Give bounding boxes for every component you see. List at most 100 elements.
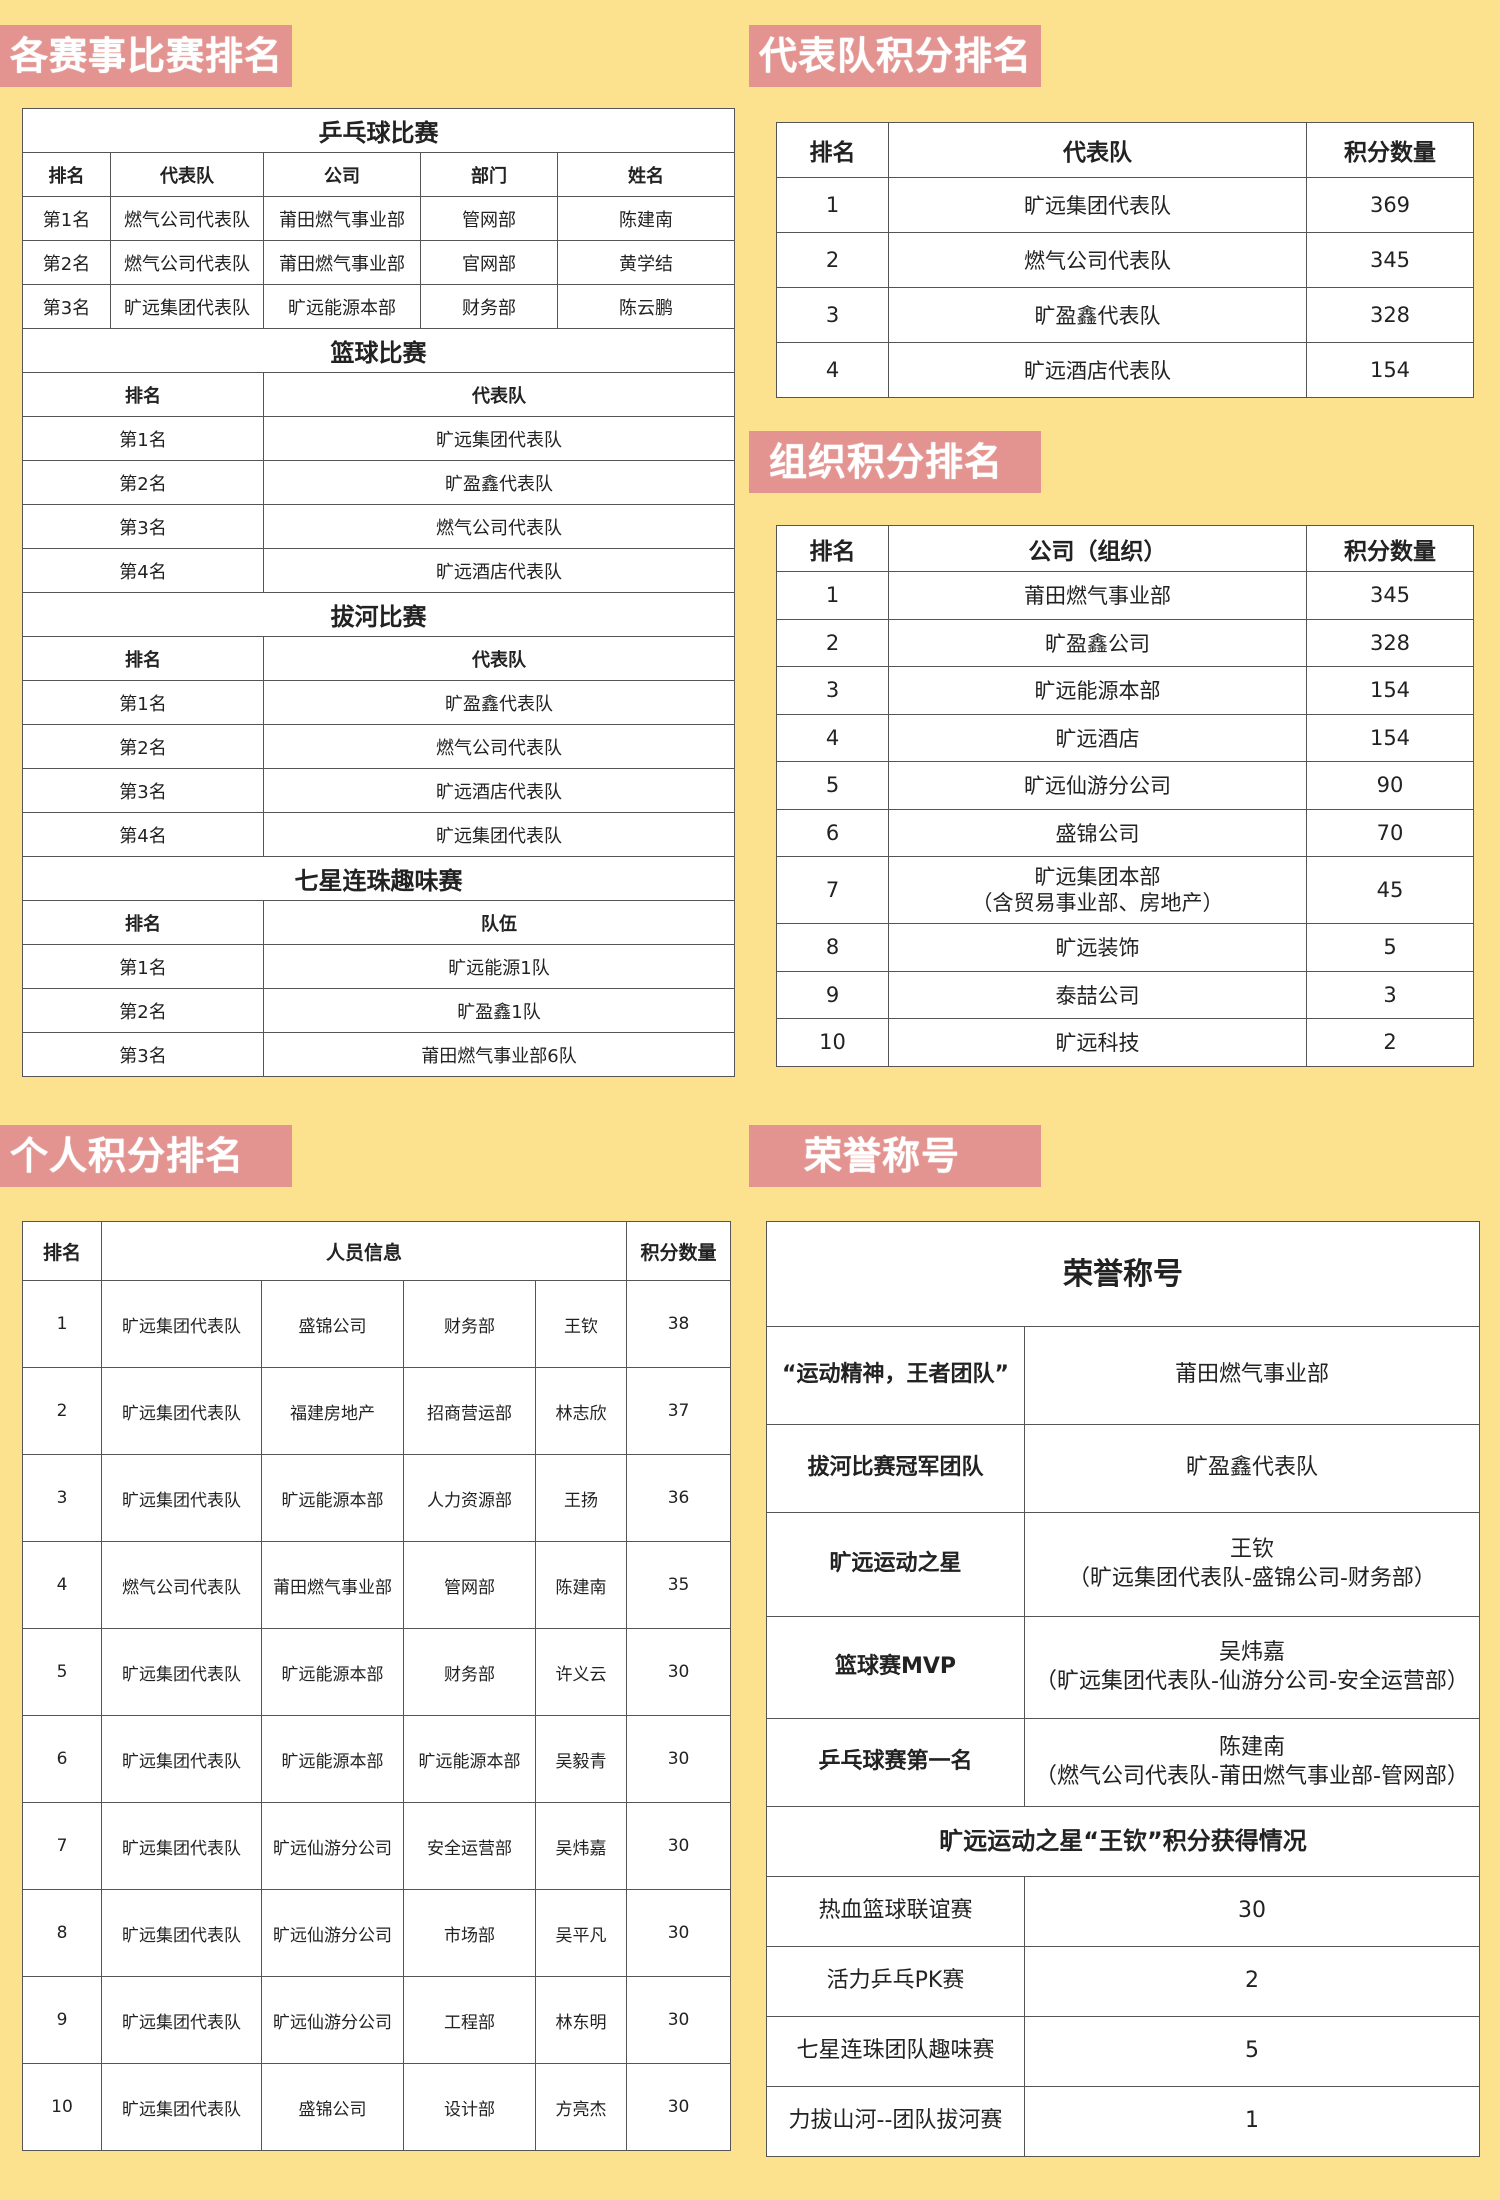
section-heading-teams: 代表队积分排名: [749, 25, 1041, 87]
column-header: 部门: [420, 152, 558, 197]
value-cell: 旷盈鑫代表队: [263, 460, 735, 505]
title-row: 荣誉称号: [766, 1221, 1480, 1327]
competition-name: 热血篮球联谊赛: [766, 1876, 1025, 1947]
rank-cell: 第3名: [22, 504, 264, 549]
points-cell: 369: [1306, 177, 1474, 233]
name-cell: 旷远酒店代表队: [888, 342, 1307, 398]
value-cell: 燃气公司代表队: [110, 196, 264, 241]
table-row: 第4名 旷远集团代表队: [22, 812, 735, 857]
points-cell: 345: [1306, 571, 1474, 620]
company-cell: 盛锦公司: [261, 2063, 404, 2151]
honor-row: 乒乓球赛第一名 陈建南 （燃气公司代表队-莆田燃气事业部-管网部）: [766, 1718, 1480, 1807]
value-cell: 旷远集团代表队: [110, 284, 264, 329]
honor-row: 旷远运动之星 王钦 （旷远集团代表队-盛锦公司-财务部）: [766, 1512, 1480, 1617]
name-cell: 旷远酒店: [888, 713, 1307, 762]
rank-cell: 第2名: [22, 460, 264, 505]
table-row: 4 旷远酒店 154: [776, 713, 1474, 762]
table-row: 1 旷远集团代表队 盛锦公司 财务部 王钦 38: [22, 1280, 732, 1368]
points-cell: 70: [1306, 808, 1474, 857]
table-row: 8 旷远装饰 5: [776, 923, 1474, 972]
company-cell: 福建房地产: [261, 1367, 404, 1455]
table-row: 第2名 燃气公司代表队: [22, 724, 735, 769]
rank-cell: 6: [22, 1715, 102, 1803]
table-row: 第1名 旷远集团代表队: [22, 416, 735, 461]
team-cell: 旷远集团代表队: [101, 1802, 262, 1890]
company-cell: 旷远仙游分公司: [261, 1976, 404, 2064]
event-title: 篮球比赛: [22, 328, 735, 373]
event-rankings-table: 乒乓球比赛 排名 代表队 公司 部门 姓名 第1名 燃气公司代表队 莆田燃气事业部 管网部 陈建南第…: [22, 108, 735, 1077]
points-cell: 3: [1306, 970, 1474, 1019]
table-row: 2 旷盈鑫公司 328: [776, 618, 1474, 667]
honor-name: 拔河比赛冠军团队: [766, 1424, 1025, 1513]
name-cell: 旷远集团本部 （含贸易事业部、房地产）: [888, 856, 1307, 924]
rank-cell: 7: [776, 856, 889, 924]
value-cell: 陈云鹏: [557, 284, 735, 329]
recipient-line: 莆田燃气事业部: [1174, 1362, 1329, 1388]
points-value: 2: [1024, 1946, 1480, 2017]
rank-cell: 第1名: [22, 416, 264, 461]
rank-cell: 第3名: [22, 1032, 264, 1077]
table-row: 第2名 燃气公司代表队 莆田燃气事业部 官网部 黄学结: [22, 240, 735, 285]
points-cell: 154: [1306, 342, 1474, 398]
recipient-line: 陈建南: [1218, 1734, 1285, 1760]
points-cell: 35: [626, 1541, 732, 1629]
rank-cell: 第3名: [22, 768, 264, 813]
rank-cell: 第3名: [22, 284, 111, 329]
table-row: 第3名 旷远集团代表队 旷远能源本部 财务部 陈云鹏: [22, 284, 735, 329]
event-title-row: 乒乓球比赛: [22, 108, 735, 153]
table-row: 1 莆田燃气事业部 345: [776, 571, 1474, 620]
honor-name: “运动精神，王者团队”: [766, 1326, 1025, 1425]
points-row: 活力乒乓PK赛 2: [766, 1946, 1480, 2017]
rank-cell: 5: [22, 1628, 102, 1716]
rank-cell: 第2名: [22, 240, 111, 285]
table-row: 第1名 旷盈鑫代表队: [22, 680, 735, 725]
column-header: 排名: [22, 152, 111, 197]
table-row: 第4名 旷远酒店代表队: [22, 548, 735, 593]
company-cell: 旷远仙游分公司: [261, 1889, 404, 1977]
honor-row: 拔河比赛冠军团队 旷盈鑫代表队: [766, 1424, 1480, 1513]
points-cell: 154: [1306, 713, 1474, 762]
honor-name: 乒乓球赛第一名: [766, 1718, 1025, 1807]
rank-cell: 第4名: [22, 812, 264, 857]
rank-cell: 1: [776, 177, 889, 233]
value-cell: 旷盈鑫代表队: [263, 680, 735, 725]
person-name-cell: 吴平凡: [534, 1889, 628, 1977]
recipient-line: 王钦: [1229, 1536, 1274, 1562]
rank-cell: 9: [776, 970, 889, 1019]
name-cell: 盛锦公司: [888, 808, 1307, 857]
company-cell: 旷远仙游分公司: [261, 1802, 404, 1890]
table-row: 9 泰喆公司 3: [776, 970, 1474, 1019]
table-row: 2 旷远集团代表队 福建房地产 招商营运部 林志欣 37: [22, 1367, 732, 1455]
department-cell: 市场部: [403, 1889, 536, 1977]
rank-cell: 第1名: [22, 196, 111, 241]
section-heading-events: 各赛事比赛排名: [0, 25, 292, 87]
column-header: 公司（组织）: [888, 525, 1307, 572]
rank-cell: 3: [776, 666, 889, 715]
table-row: 4 燃气公司代表队 莆田燃气事业部 管网部 陈建南 35: [22, 1541, 732, 1629]
header-row: 排名 代表队: [22, 372, 735, 417]
table-row: 第3名 燃气公司代表队: [22, 504, 735, 549]
table-row: 第1名 燃气公司代表队 莆田燃气事业部 管网部 陈建南: [22, 196, 735, 241]
rank-cell: 1: [22, 1280, 102, 1368]
header-row: 排名 公司（组织） 积分数量: [776, 525, 1474, 572]
points-cell: 345: [1306, 232, 1474, 288]
department-cell: 财务部: [403, 1628, 536, 1716]
team-points-table: 排名 代表队 积分数量 1 旷远集团代表队 369 2 燃气公司代表队 345 3 旷盈鑫代表队 32…: [776, 122, 1474, 398]
department-cell: 工程部: [403, 1976, 536, 2064]
rank-cell: 第2名: [22, 988, 264, 1033]
recipient-line: （旷远集团代表队-盛锦公司-财务部）: [1068, 1565, 1436, 1591]
department-cell: 安全运营部: [403, 1802, 536, 1890]
rank-cell: 4: [776, 713, 889, 762]
column-header: 积分数量: [1306, 525, 1474, 572]
person-name-cell: 陈建南: [534, 1541, 628, 1629]
recipient-line: （旷远集团代表队-仙游分公司-安全运营部）: [1035, 1668, 1469, 1694]
table-row: 5 旷远仙游分公司 90: [776, 761, 1474, 810]
header-row: 排名 代表队 积分数量: [776, 122, 1474, 178]
rank-cell: 8: [776, 923, 889, 972]
name-line: 旷远集团本部: [1034, 864, 1161, 889]
recipient-line: （燃气公司代表队-莆田燃气事业部-管网部）: [1035, 1763, 1469, 1789]
value-cell: 莆田燃气事业部: [263, 240, 421, 285]
column-header: 队伍: [263, 900, 735, 945]
name-cell: 旷盈鑫公司: [888, 618, 1307, 667]
value-cell: 莆田燃气事业部6队: [263, 1032, 735, 1077]
